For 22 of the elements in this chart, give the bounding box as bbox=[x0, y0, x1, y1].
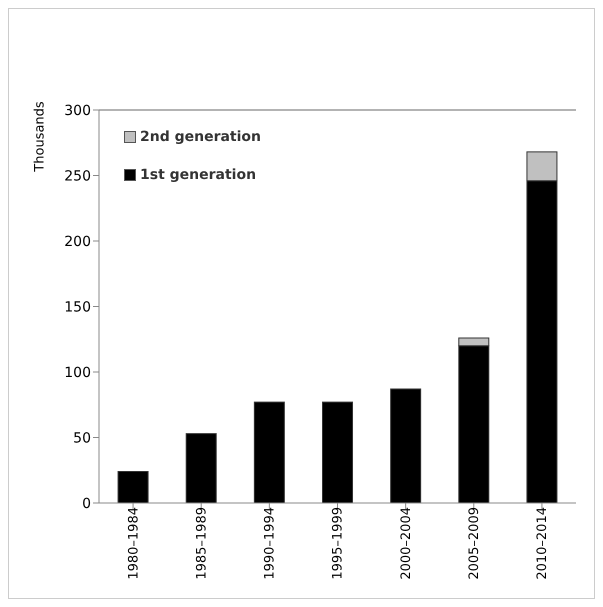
legend-label: 2nd generation bbox=[140, 129, 262, 145]
x-tick-label: 2005–2009 bbox=[467, 507, 482, 580]
y-tick-label: 100 bbox=[64, 364, 91, 381]
y-tick-label: 200 bbox=[64, 234, 91, 250]
y-tick-label: 50 bbox=[73, 430, 91, 446]
x-tick-label: 1980–1984 bbox=[126, 507, 142, 580]
x-tick-label: 1985–1989 bbox=[194, 507, 210, 580]
x-tick-label: 1995–1999 bbox=[330, 507, 346, 580]
y-tick-label: 150 bbox=[64, 299, 91, 316]
x-tick-label: 2010–2014 bbox=[535, 507, 550, 580]
legend-label: 1st generation bbox=[140, 167, 256, 183]
y-tick-label: 300 bbox=[64, 102, 91, 119]
bar bbox=[390, 388, 422, 503]
bar bbox=[118, 471, 149, 503]
x-tick-label: 1990–1994 bbox=[262, 507, 278, 580]
bar bbox=[186, 433, 217, 503]
bar bbox=[254, 402, 285, 503]
y-tick-label: 0 bbox=[82, 496, 91, 512]
bar bbox=[322, 402, 354, 503]
y-axis-title: Thousands bbox=[32, 101, 48, 173]
y-tick-label: 250 bbox=[64, 168, 91, 184]
x-tick-label: 2000–2004 bbox=[398, 507, 414, 580]
